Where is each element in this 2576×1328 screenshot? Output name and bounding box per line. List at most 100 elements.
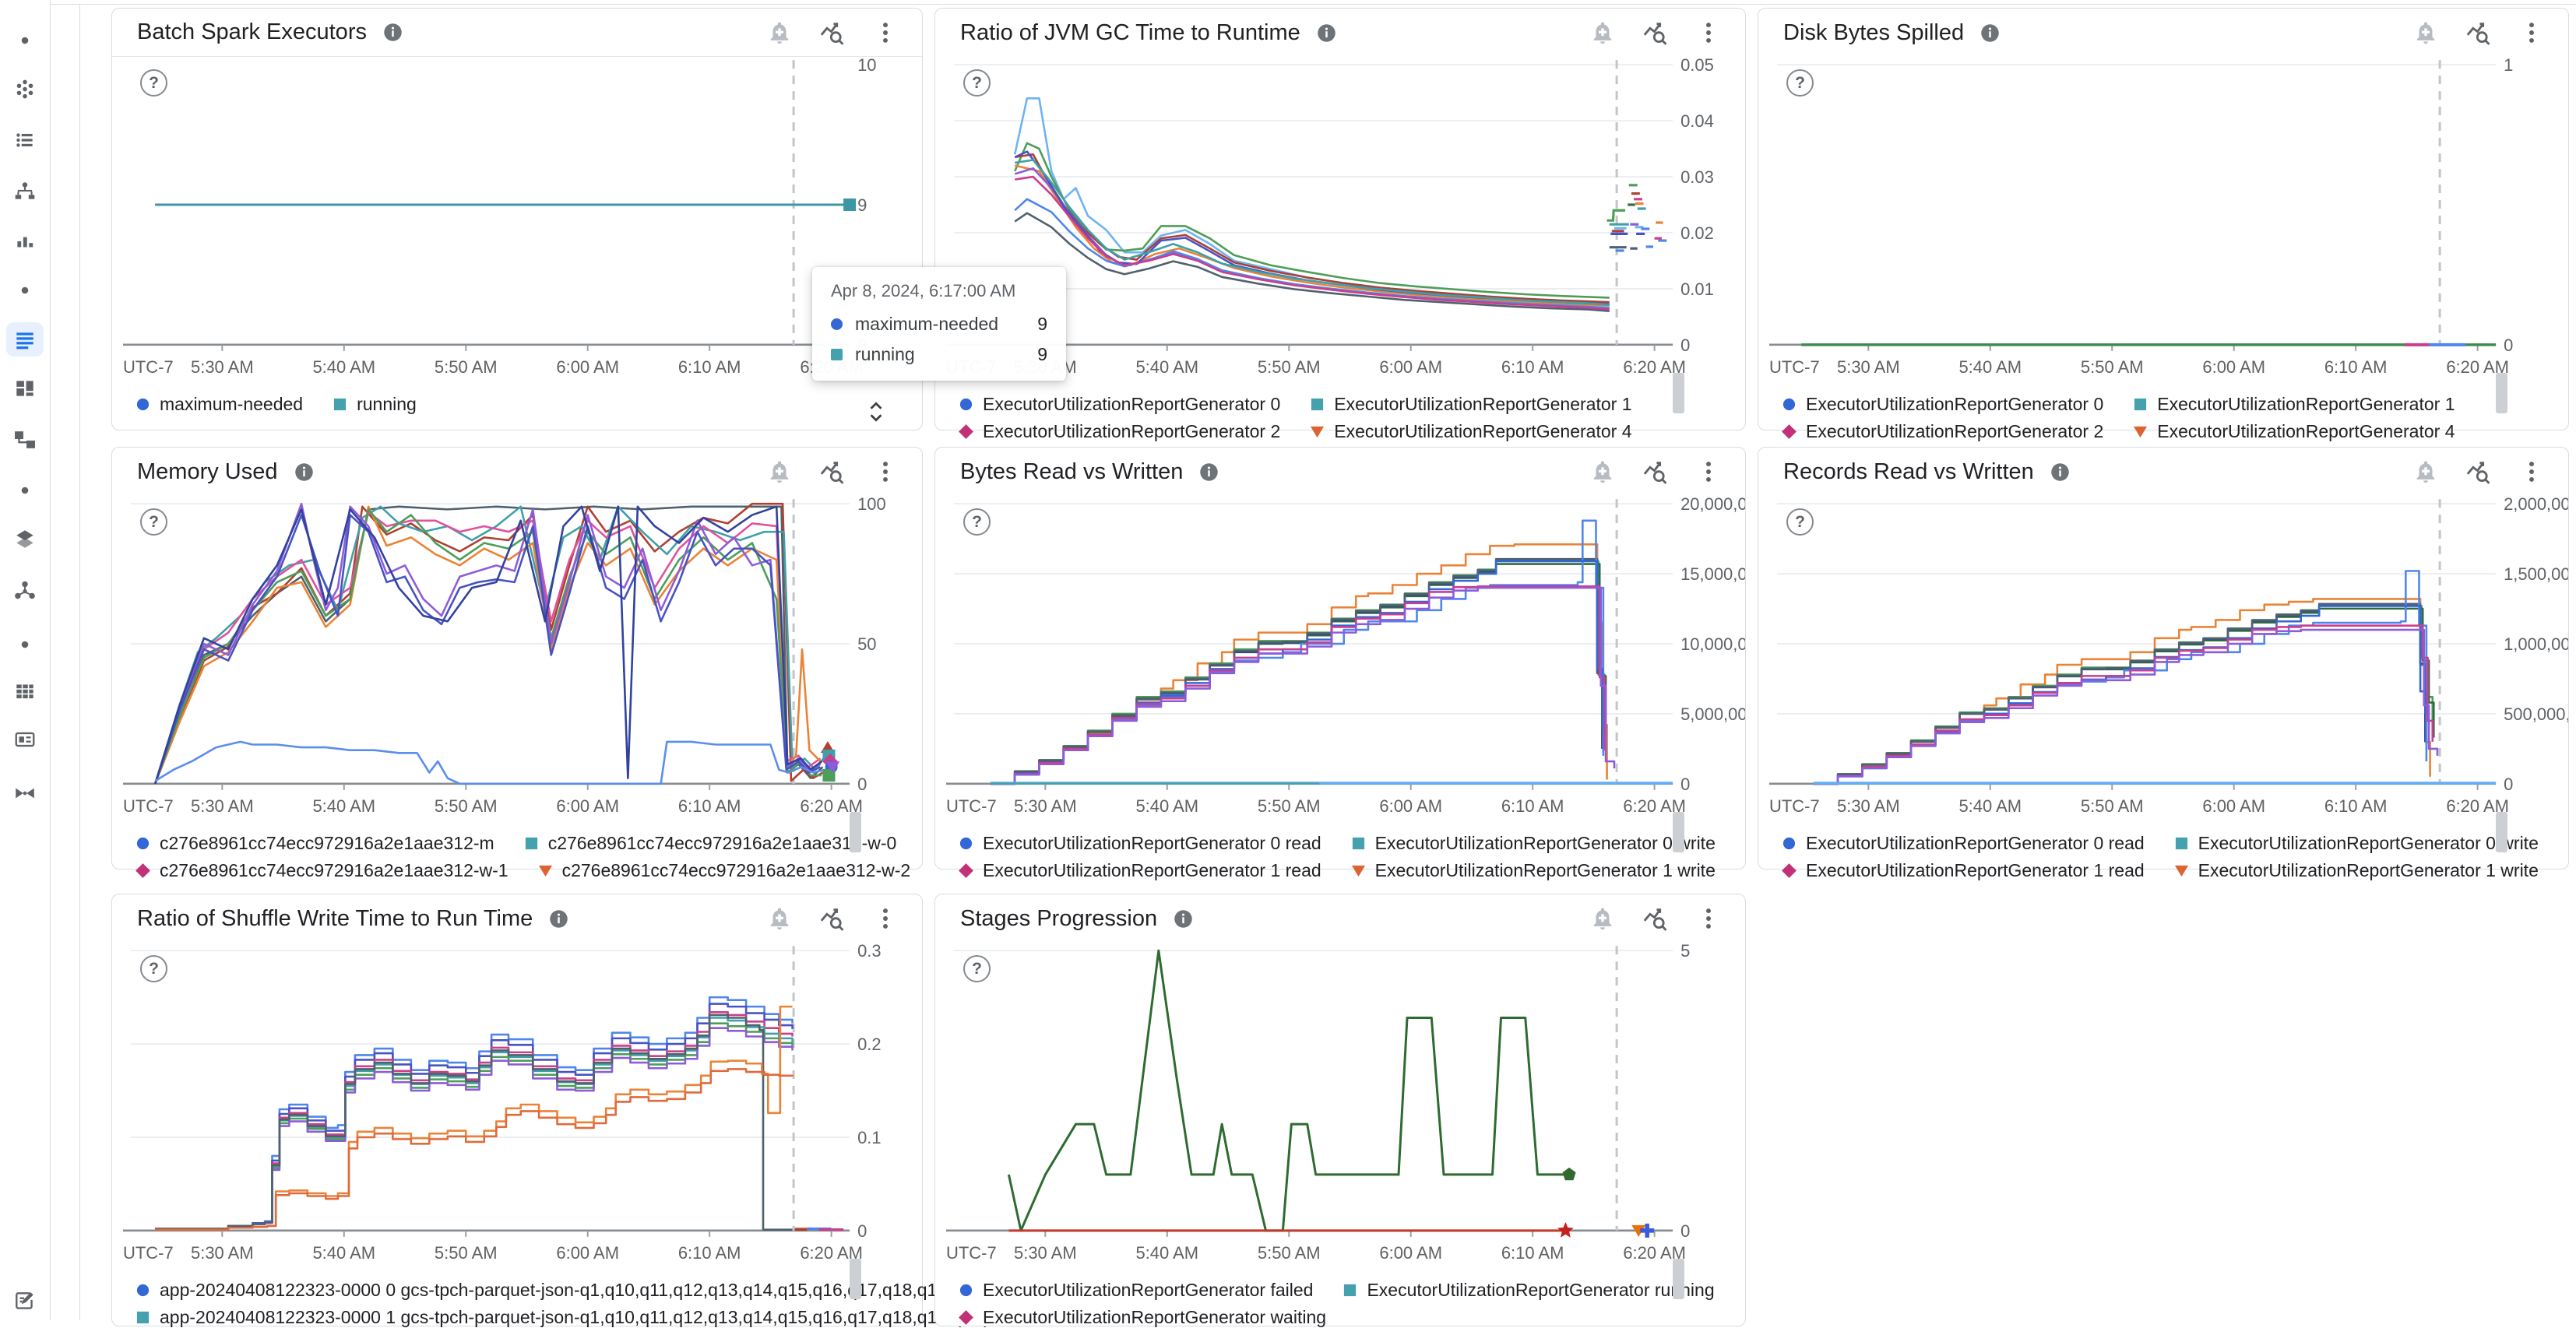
more-options-kebab-icon[interactable] (2518, 458, 2545, 485)
explore-chart-icon[interactable] (1642, 905, 1669, 932)
legend-item[interactable]: ExecutorUtilizationReportGenerator 2 (1782, 421, 2103, 442)
legend-item[interactable]: ExecutorUtilizationReportGenerator 0 rea… (1782, 833, 2145, 854)
legend-item[interactable]: ExecutorUtilizationReportGenerator 4 (1310, 421, 1632, 442)
sidebar-item-pipeline[interactable] (6, 423, 44, 457)
more-options-kebab-icon[interactable] (1695, 458, 1722, 485)
legend-item[interactable]: ExecutorUtilizationReportGenerator faile… (959, 1280, 1313, 1301)
legend-item[interactable]: c276e8961cc74ecc972916a2e1aae312-w-2 (538, 860, 910, 881)
legend-item[interactable]: ExecutorUtilizationReportGenerator 0 (1782, 394, 2103, 415)
sidebar-item-dot-1[interactable] (6, 23, 44, 58)
sidebar-item-topology[interactable] (6, 573, 44, 607)
help-icon[interactable]: ? (140, 508, 167, 536)
explore-chart-icon[interactable] (1642, 458, 1669, 485)
sidebar-item-card-view[interactable] (6, 722, 44, 757)
info-icon[interactable] (548, 908, 569, 929)
chart-area[interactable]: ? 100 50 0 UTC-7 5:30 AM 5:40 AM 5:50 AM 6:00 A… (112, 496, 922, 827)
legend-scrollbar-thumb[interactable] (2496, 373, 2507, 413)
more-options-kebab-icon[interactable] (1695, 905, 1722, 932)
info-icon[interactable] (2050, 462, 2071, 483)
chart-area[interactable]: ? 20,000,000,000 15,000,000,000 10,000,000… (935, 496, 1745, 827)
legend-item[interactable]: ExecutorUtilizationReportGenerator 1 (1310, 394, 1632, 415)
legend-item[interactable]: app-20240408122323-0000 1 gcs-tpch-parqu… (135, 1307, 1001, 1328)
legend-item[interactable]: app-20240408122323-0000 0 gcs-tpch-parqu… (135, 1280, 1001, 1301)
chart-area[interactable]: ? 5 0 UTC-7 5:30 AM 5:40 AM 5:50 AM 6:00 AM 6:1… (935, 943, 1745, 1274)
chart-area[interactable]: ? 0.3 0.2 0.1 0 UTC-7 5:30 AM 5:40 AM 5:50 AM 6:… (112, 943, 922, 1274)
legend-item[interactable]: ExecutorUtilizationReportGenerator 4 (2133, 421, 2455, 442)
help-icon[interactable]: ? (1786, 69, 1814, 97)
info-icon[interactable] (294, 462, 315, 483)
legend-item[interactable]: maximum-needed (135, 394, 303, 415)
legend-scrollbar-thumb[interactable] (1673, 1259, 1684, 1299)
sidebar-item-dot-4[interactable] (6, 627, 44, 662)
info-icon[interactable] (1980, 23, 2001, 44)
more-options-kebab-icon[interactable] (872, 458, 899, 485)
sidebar-item-batches-list[interactable] (6, 322, 44, 357)
legend-item[interactable]: c276e8961cc74ecc972916a2e1aae312-w-0 (524, 833, 896, 854)
legend-expand-control[interactable] (864, 396, 888, 427)
explore-chart-icon[interactable] (819, 458, 846, 485)
legend-item[interactable]: ExecutorUtilizationReportGenerator 1 wri… (1351, 860, 1716, 881)
sidebar-item-layers[interactable] (6, 522, 44, 556)
help-icon[interactable]: ? (963, 69, 991, 97)
explore-chart-icon[interactable] (2465, 19, 2492, 46)
help-icon[interactable]: ? (963, 508, 991, 536)
chart-area[interactable]: ? 2,000,000,000 1,500,000,000 1,000,000,00… (1758, 496, 2568, 827)
add-alert-bell-icon[interactable] (766, 458, 793, 485)
legend-scrollbar-thumb[interactable] (850, 812, 861, 852)
legend-item[interactable]: ExecutorUtilizationReportGenerator 0 wri… (2174, 833, 2539, 854)
sidebar-item-dashboard[interactable] (6, 371, 44, 406)
info-icon[interactable] (1173, 908, 1194, 929)
sidebar-item-jobs-list[interactable] (6, 123, 44, 157)
add-alert-bell-icon[interactable] (1589, 19, 1616, 46)
add-alert-bell-icon[interactable] (1589, 458, 1616, 485)
explore-chart-icon[interactable] (819, 905, 846, 932)
chart-area[interactable]: ? 1098UTC-75:30 AM5:40 AM5:50 AM6:00 AM6… (112, 57, 922, 388)
sidebar-item-cluster[interactable] (6, 72, 44, 106)
legend-scrollbar-thumb[interactable] (1673, 812, 1684, 852)
help-icon[interactable]: ? (1786, 508, 1814, 536)
legend-item[interactable]: ExecutorUtilizationReportGenerator 0 rea… (959, 833, 1321, 854)
explore-chart-icon[interactable] (819, 19, 846, 46)
legend-scrollbar-thumb[interactable] (1673, 373, 1684, 413)
more-options-kebab-icon[interactable] (872, 905, 899, 932)
add-alert-bell-icon[interactable] (2412, 19, 2439, 46)
add-alert-bell-icon[interactable] (766, 19, 793, 46)
sidebar-item-dot-3[interactable] (6, 473, 44, 508)
help-icon[interactable]: ? (140, 69, 167, 97)
legend-label: ExecutorUtilizationReportGenerator 0 wri… (2198, 833, 2539, 853)
sidebar-item-table-view[interactable] (6, 674, 44, 708)
sidebar-item-feedback-compose[interactable] (6, 1284, 44, 1319)
help-icon[interactable]: ? (140, 955, 167, 982)
legend-item[interactable]: ExecutorUtilizationReportGenerator 1 rea… (959, 860, 1321, 881)
add-alert-bell-icon[interactable] (1589, 905, 1616, 932)
legend-item[interactable]: ExecutorUtilizationReportGenerator 1 (2133, 394, 2455, 415)
legend-item[interactable]: ExecutorUtilizationReportGenerator 2 (959, 421, 1280, 442)
help-icon[interactable]: ? (963, 955, 991, 982)
explore-chart-icon[interactable] (2465, 458, 2492, 485)
legend-scrollbar-thumb[interactable] (850, 1259, 861, 1299)
info-icon[interactable] (1198, 462, 1219, 483)
info-icon[interactable] (382, 22, 403, 43)
legend-item[interactable]: running (333, 394, 417, 415)
sidebar-item-metrics[interactable] (6, 224, 44, 258)
legend-item[interactable]: ExecutorUtilizationReportGenerator 1 wri… (2174, 860, 2539, 881)
legend-item[interactable]: ExecutorUtilizationReportGenerator runni… (1343, 1280, 1715, 1301)
sidebar-item-hierarchy[interactable] (6, 174, 44, 208)
legend-item[interactable]: ExecutorUtilizationReportGenerator waiti… (959, 1307, 1326, 1328)
more-options-kebab-icon[interactable] (872, 19, 899, 46)
sidebar-item-dot-2[interactable] (6, 273, 44, 307)
legend-item[interactable]: ExecutorUtilizationReportGenerator 0 wri… (1351, 833, 1716, 854)
info-icon[interactable] (1316, 23, 1337, 44)
add-alert-bell-icon[interactable] (766, 905, 793, 932)
legend-scrollbar-thumb[interactable] (2496, 812, 2507, 852)
legend-item[interactable]: c276e8961cc74ecc972916a2e1aae312-m (135, 833, 494, 854)
more-options-kebab-icon[interactable] (1695, 19, 1722, 46)
chart-area[interactable]: ? 1 0 UTC-7 5:30 AM 5:40 AM 5:50 AM 6:00 AM 6:1… (1758, 57, 2568, 388)
legend-item[interactable]: ExecutorUtilizationReportGenerator 0 (959, 394, 1280, 415)
add-alert-bell-icon[interactable] (2412, 458, 2439, 485)
legend-item[interactable]: c276e8961cc74ecc972916a2e1aae312-w-1 (135, 860, 509, 881)
sidebar-item-bowtie[interactable] (6, 776, 44, 810)
legend-item[interactable]: ExecutorUtilizationReportGenerator 1 rea… (1782, 860, 2145, 881)
more-options-kebab-icon[interactable] (2518, 19, 2545, 46)
explore-chart-icon[interactable] (1642, 19, 1669, 46)
